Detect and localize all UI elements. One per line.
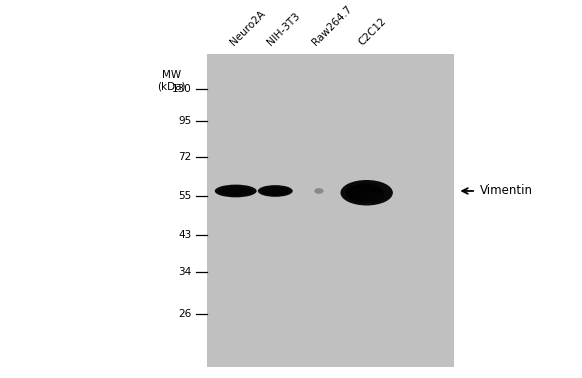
Text: Vimentin: Vimentin: [480, 184, 533, 197]
Text: 43: 43: [178, 229, 191, 240]
Ellipse shape: [358, 192, 384, 203]
Text: 26: 26: [178, 309, 191, 319]
Text: NIH-3T3: NIH-3T3: [265, 11, 302, 48]
Ellipse shape: [346, 183, 384, 203]
Bar: [207, 54, 454, 367]
Text: 55: 55: [178, 191, 191, 201]
Ellipse shape: [258, 185, 293, 197]
Text: C2C12: C2C12: [357, 16, 388, 48]
Ellipse shape: [261, 187, 289, 195]
Text: 95: 95: [178, 116, 191, 126]
Text: 72: 72: [178, 152, 191, 162]
Text: Neuro2A: Neuro2A: [229, 9, 268, 48]
Text: 34: 34: [178, 267, 191, 277]
Text: Raw264.7: Raw264.7: [310, 4, 354, 48]
Ellipse shape: [314, 188, 324, 194]
Ellipse shape: [215, 184, 257, 197]
Text: 130: 130: [172, 84, 191, 94]
Text: MW
(kDa): MW (kDa): [158, 70, 186, 91]
Ellipse shape: [219, 186, 253, 196]
Ellipse shape: [340, 180, 393, 206]
